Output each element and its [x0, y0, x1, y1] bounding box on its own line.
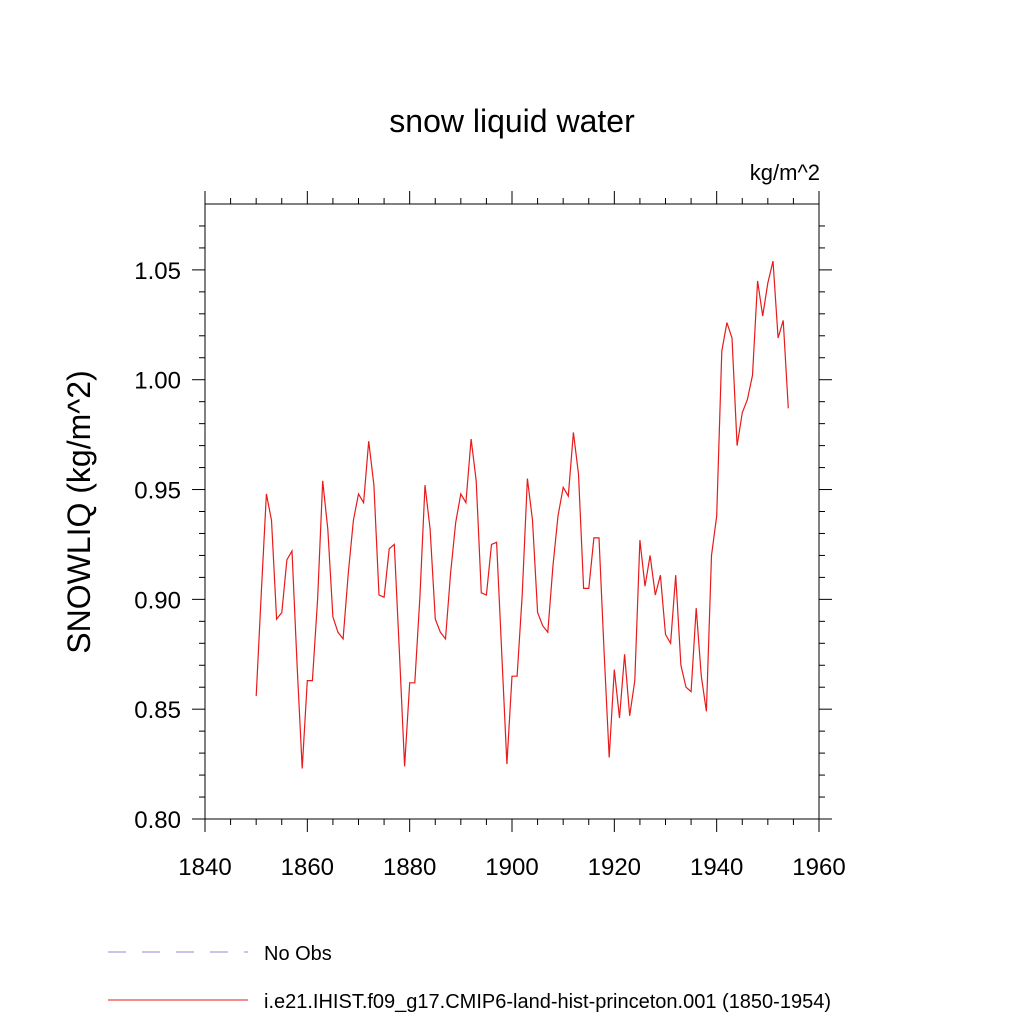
plot-frame	[204, 203, 820, 820]
legend-label: No Obs	[264, 943, 332, 965]
x-tick-label: 1860	[281, 854, 334, 881]
y-tick-label: 0.85	[134, 697, 181, 724]
y-tick-label: 0.80	[134, 807, 181, 834]
legend: No Obs i.e21.IHIST.f09_g17.CMIP6-land-his…	[108, 943, 831, 1013]
units-label: kg/m^2	[750, 160, 820, 185]
y-tick-label: 0.95	[134, 478, 181, 505]
y-axis-label: SNOWLIQ (kg/m^2)	[61, 370, 97, 653]
legend-label: i.e21.IHIST.f09_g17.CMIP6-land-hist-prin…	[264, 991, 831, 1013]
x-tick-label: 1880	[383, 854, 436, 881]
series-layer	[255, 260, 789, 769]
x-tick-label: 1900	[485, 854, 538, 881]
x-tick-label: 1840	[178, 854, 231, 881]
x-tick-label: 1940	[690, 854, 743, 881]
y-tick-label: 1.00	[134, 368, 181, 395]
x-tick-label: 1960	[792, 854, 845, 881]
series-line	[255, 260, 789, 769]
chart-title: snow liquid water	[389, 103, 635, 139]
y-tick-label: 1.05	[134, 258, 181, 285]
y-tick-label: 0.90	[134, 587, 181, 614]
x-tick-label: 1920	[588, 854, 641, 881]
axis-ticks: 1840 1860 1880 1900 1920 1940 1960 0.80 0.85 0.90…	[134, 191, 846, 881]
